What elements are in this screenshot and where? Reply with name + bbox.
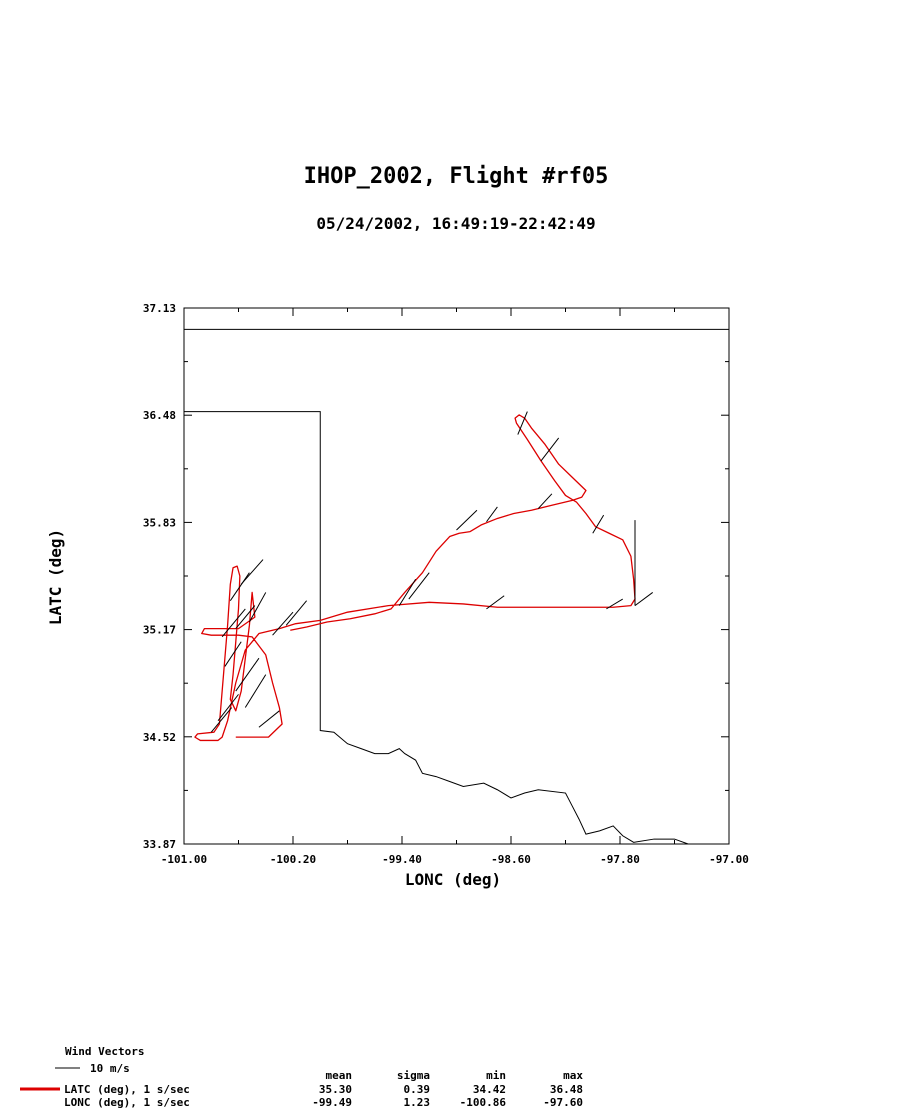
- x-axis-label: LONC (deg): [405, 870, 501, 889]
- wind-vector: [272, 611, 294, 636]
- y-tick-label: 36.48: [143, 409, 176, 422]
- flight-track: [194, 414, 636, 742]
- y-tick-label: 35.83: [143, 516, 176, 529]
- stats-header-sigma: sigma: [397, 1069, 430, 1082]
- lonc-row-max: -97.60: [543, 1096, 583, 1109]
- wind-vector: [486, 506, 498, 523]
- y-tick-label: 35.17: [143, 624, 176, 637]
- x-tick-label: -99.40: [382, 853, 422, 866]
- wind-vector: [258, 710, 280, 728]
- latc-row-max: 36.48: [550, 1083, 583, 1096]
- lonc-row-mean: -99.49: [312, 1096, 352, 1109]
- stats-header-max: max: [563, 1069, 583, 1082]
- wind-vector: [606, 598, 623, 610]
- wind-vector: [398, 579, 417, 606]
- map-boundary-line: [184, 411, 689, 845]
- flight-track-line: [194, 414, 636, 742]
- wind-vectors-legend-title: Wind Vectors: [65, 1045, 144, 1058]
- wind-vector: [540, 437, 560, 462]
- wind-vector: [486, 595, 505, 610]
- wind-vector: [592, 514, 605, 534]
- stats-header-min: min: [486, 1069, 506, 1082]
- wind-vector: [217, 694, 239, 721]
- y-tick-label: 37.13: [143, 302, 176, 315]
- x-tick-label: -98.60: [491, 853, 531, 866]
- wind-vector: [408, 572, 430, 600]
- wind-vectors: [210, 411, 653, 733]
- axis-ticks: -101.00 -100.20 -99.40 -98.60 -97.80 -97.00 37…: [143, 302, 749, 866]
- plot-frame: [183, 307, 730, 845]
- wind-vector: [224, 641, 242, 667]
- chart-title: IHOP_2002, Flight #rf05: [304, 164, 609, 189]
- x-tick-label: -101.00: [161, 853, 207, 866]
- x-tick-label: -97.80: [600, 853, 640, 866]
- latc-row-sigma: 0.39: [404, 1083, 431, 1096]
- wind-vector: [229, 572, 250, 601]
- wind-vector: [210, 707, 233, 733]
- wind-vector: [235, 657, 260, 692]
- wind-vector: [517, 411, 528, 435]
- lonc-row-sigma: 1.23: [404, 1096, 431, 1109]
- y-tick-label: 34.52: [143, 731, 176, 744]
- wind-vector-scale: 10 m/s: [90, 1062, 130, 1075]
- latc-row-min: 34.42: [473, 1083, 506, 1096]
- wind-vector: [285, 600, 308, 626]
- x-tick-label: -97.00: [709, 853, 749, 866]
- chart-subtitle: 05/24/2002, 16:49:19-22:42:49: [316, 214, 595, 233]
- wind-vector: [235, 605, 256, 629]
- wind-vector: [248, 592, 267, 623]
- lonc-row-min: -100.86: [460, 1096, 507, 1109]
- y-tick-label: 33.87: [143, 838, 176, 851]
- lonc-row-label: LONC (deg), 1 s/sec: [64, 1096, 190, 1109]
- wind-vector: [634, 592, 653, 606]
- wind-vector: [456, 509, 478, 531]
- wind-vector: [537, 493, 553, 509]
- x-tick-label: -100.20: [270, 853, 316, 866]
- stats-header-mean: mean: [326, 1069, 353, 1082]
- map-boundaries: [184, 328, 729, 845]
- latc-row-mean: 35.30: [319, 1083, 352, 1096]
- latc-row-label: LATC (deg), 1 s/sec: [64, 1083, 190, 1096]
- wind-vector: [244, 674, 267, 708]
- y-axis-label: LATC (deg): [46, 529, 65, 625]
- wind-vector: [221, 608, 246, 638]
